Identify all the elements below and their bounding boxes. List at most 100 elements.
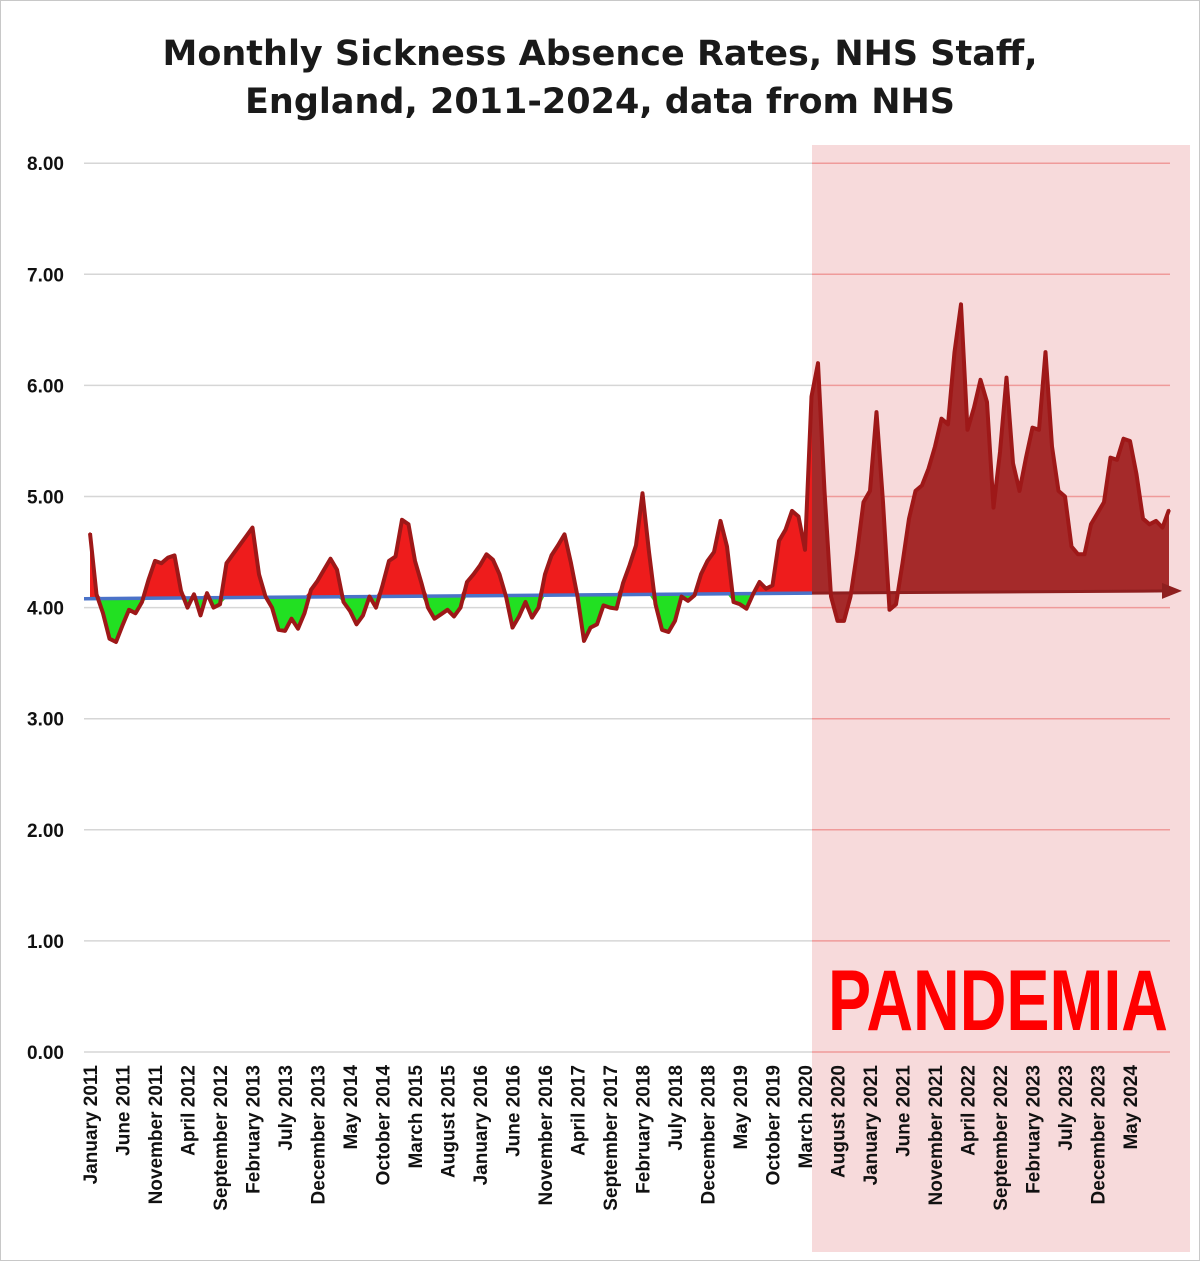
data-point: [232, 553, 234, 556]
data-point: [1129, 440, 1131, 442]
data-point: [375, 606, 377, 609]
data-point: [1025, 456, 1027, 459]
data-point: [95, 593, 98, 596]
x-tick-label: July 2023: [1056, 1065, 1077, 1151]
data-point: [602, 604, 605, 607]
data-point: [537, 606, 540, 609]
data-point: [199, 614, 202, 617]
y-tick-label: 5.00: [27, 488, 64, 509]
y-tick-label: 4.00: [27, 599, 64, 620]
x-tick-label: December 2013: [309, 1065, 330, 1204]
data-point: [810, 395, 813, 398]
data-point: [849, 595, 852, 598]
data-point: [193, 593, 195, 596]
x-tick-label: March 2015: [406, 1065, 427, 1169]
data-point: [349, 609, 351, 612]
data-point: [888, 608, 891, 611]
area-below-baseline: [90, 593, 812, 642]
data-point: [557, 544, 559, 547]
x-tick-label: January 2011: [81, 1065, 102, 1185]
y-tick-label: 7.00: [27, 265, 64, 286]
x-tick-label: November 2016: [536, 1065, 557, 1205]
data-point: [615, 607, 618, 610]
data-point: [407, 523, 410, 526]
data-point: [1096, 512, 1099, 515]
data-point: [284, 629, 286, 632]
data-point: [115, 641, 117, 643]
data-point: [89, 532, 91, 535]
data-point: [830, 595, 832, 598]
data-point: [440, 613, 442, 616]
data-point: [310, 588, 312, 591]
data-point: [823, 489, 826, 492]
data-point: [1070, 545, 1073, 548]
data-point: [141, 601, 143, 603]
data-point: [687, 599, 689, 602]
data-point: [979, 378, 982, 381]
data-point: [511, 626, 514, 629]
x-tick-label: November 2021: [926, 1065, 947, 1206]
data-point: [992, 506, 995, 509]
data-point: [550, 554, 553, 557]
chart-title-line-2: England, 2011-2024, data from NHS: [245, 82, 955, 122]
data-point: [843, 619, 845, 622]
data-point: [628, 564, 631, 567]
data-point: [1142, 517, 1144, 520]
data-point: [791, 509, 793, 512]
data-point: [206, 592, 208, 595]
x-tick-label: February 2018: [634, 1065, 655, 1194]
data-point: [986, 401, 988, 404]
y-tick-label: 6.00: [27, 376, 64, 397]
series-layer: [83, 302, 1182, 644]
x-tick-label: February 2023: [1024, 1065, 1045, 1194]
data-point: [667, 631, 670, 633]
data-point: [901, 562, 904, 565]
data-point: [914, 489, 917, 492]
data-point: [446, 608, 449, 611]
data-point: [1005, 376, 1008, 379]
data-point: [427, 606, 429, 609]
data-point: [238, 544, 241, 547]
data-point: [589, 626, 592, 629]
data-point: [1051, 445, 1053, 448]
data-point: [368, 595, 371, 598]
x-tick-label: April 2017: [569, 1065, 590, 1156]
data-point: [726, 545, 728, 548]
x-axis: January 2011 June 2011 November 2011 April …: [81, 1065, 1142, 1211]
x-tick-label: June 2021: [894, 1065, 915, 1157]
data-point: [518, 615, 520, 618]
x-tick-label: February 2013: [244, 1065, 265, 1194]
data-point: [1135, 473, 1138, 476]
data-point: [784, 528, 787, 531]
data-point: [622, 582, 624, 585]
data-point: [1012, 462, 1014, 465]
data-point: [1122, 437, 1125, 440]
x-tick-label: May 2024: [1121, 1065, 1142, 1150]
baseline-arrowhead: [1162, 582, 1182, 599]
data-point: [167, 556, 169, 559]
data-point: [355, 623, 358, 626]
data-point: [1057, 489, 1060, 492]
area-above-baseline: [90, 393, 812, 599]
data-point: [362, 614, 364, 617]
data-point: [245, 535, 247, 538]
data-point: [297, 627, 299, 630]
x-tick-label: April 2022: [959, 1065, 980, 1156]
data-point: [420, 582, 423, 585]
x-tick-label: June 2016: [504, 1065, 525, 1157]
x-tick-label: August 2015: [439, 1065, 460, 1178]
data-point: [882, 501, 884, 504]
data-point: [908, 517, 910, 520]
y-tick-label: 0.00: [27, 1043, 64, 1064]
data-point: [134, 612, 137, 615]
data-point: [739, 603, 741, 606]
data-point: [635, 544, 637, 547]
data-point: [459, 606, 462, 609]
data-point: [219, 603, 221, 606]
y-tick-label: 2.00: [27, 821, 64, 842]
data-point: [895, 603, 897, 606]
data-point: [765, 587, 767, 590]
x-tick-label: May 2014: [341, 1065, 362, 1150]
x-tick-label: December 2023: [1089, 1065, 1110, 1204]
data-point: [401, 518, 403, 521]
